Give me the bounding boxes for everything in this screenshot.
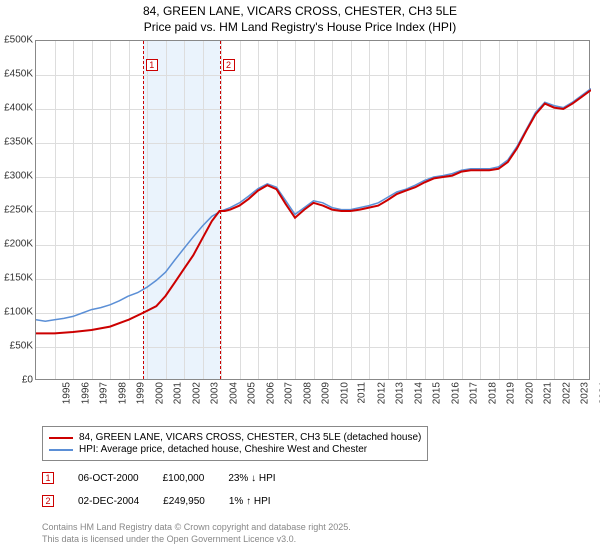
annotation-delta: 1% ↑ HPI bbox=[229, 496, 271, 507]
series-address bbox=[36, 90, 591, 333]
x-tick-label: 2006 bbox=[265, 382, 276, 404]
chart-title: 84, GREEN LANE, VICARS CROSS, CHESTER, C… bbox=[0, 0, 600, 35]
x-tick-label: 1997 bbox=[98, 382, 109, 404]
series-hpi bbox=[36, 89, 591, 322]
chart-container: 84, GREEN LANE, VICARS CROSS, CHESTER, C… bbox=[0, 0, 600, 560]
x-tick-label: 2011 bbox=[357, 382, 368, 404]
y-tick-label: £200K bbox=[0, 239, 33, 250]
x-tick-label: 2021 bbox=[542, 382, 553, 404]
annotation-row: 1 06-OCT-2000 £100,000 23% ↓ HPI bbox=[42, 472, 276, 484]
x-tick-label: 2001 bbox=[172, 382, 183, 404]
line-series bbox=[36, 41, 591, 381]
annotation-marker: 1 bbox=[42, 472, 54, 484]
x-tick-label: 2018 bbox=[487, 382, 498, 404]
y-tick-label: £500K bbox=[0, 35, 33, 46]
x-tick-label: 2020 bbox=[524, 382, 535, 404]
x-tick-label: 2004 bbox=[228, 382, 239, 404]
y-tick-label: £450K bbox=[0, 69, 33, 80]
legend-item: HPI: Average price, detached house, Ches… bbox=[49, 444, 421, 455]
annotation-row: 2 02-DEC-2004 £249,950 1% ↑ HPI bbox=[42, 495, 271, 507]
x-tick-label: 2014 bbox=[413, 382, 424, 404]
title-line1: 84, GREEN LANE, VICARS CROSS, CHESTER, C… bbox=[143, 4, 457, 18]
x-tick-label: 2016 bbox=[450, 382, 461, 404]
annotation-price: £100,000 bbox=[163, 473, 205, 484]
x-tick-label: 2010 bbox=[339, 382, 350, 404]
x-tick-label: 2003 bbox=[209, 382, 220, 404]
legend-swatch bbox=[49, 437, 73, 439]
x-tick-label: 2019 bbox=[505, 382, 516, 404]
y-tick-label: £50K bbox=[0, 341, 33, 352]
footer-line1: Contains HM Land Registry data © Crown c… bbox=[42, 522, 351, 532]
legend-label: 84, GREEN LANE, VICARS CROSS, CHESTER, C… bbox=[79, 432, 421, 443]
y-tick-label: £400K bbox=[0, 103, 33, 114]
plot-area: 12 bbox=[35, 40, 590, 380]
y-tick-label: £300K bbox=[0, 171, 33, 182]
annotation-delta: 23% ↓ HPI bbox=[228, 473, 275, 484]
x-tick-label: 1996 bbox=[80, 382, 91, 404]
x-tick-label: 2002 bbox=[191, 382, 202, 404]
annotation-date: 06-OCT-2000 bbox=[78, 473, 139, 484]
x-tick-label: 2008 bbox=[302, 382, 313, 404]
title-line2: Price paid vs. HM Land Registry's House … bbox=[144, 20, 456, 34]
x-tick-label: 2000 bbox=[154, 382, 165, 404]
x-tick-label: 2005 bbox=[246, 382, 257, 404]
legend-swatch bbox=[49, 449, 73, 451]
x-tick-label: 2017 bbox=[468, 382, 479, 404]
x-tick-label: 2023 bbox=[579, 382, 590, 404]
y-tick-label: £0 bbox=[0, 375, 33, 386]
annotation-date: 02-DEC-2004 bbox=[78, 496, 139, 507]
x-tick-label: 2012 bbox=[376, 382, 387, 404]
y-tick-label: £250K bbox=[0, 205, 33, 216]
y-tick-label: £350K bbox=[0, 137, 33, 148]
x-tick-label: 2013 bbox=[394, 382, 405, 404]
x-tick-label: 2022 bbox=[561, 382, 572, 404]
x-tick-label: 2015 bbox=[431, 382, 442, 404]
legend-item: 84, GREEN LANE, VICARS CROSS, CHESTER, C… bbox=[49, 432, 421, 443]
legend: 84, GREEN LANE, VICARS CROSS, CHESTER, C… bbox=[42, 426, 428, 461]
y-tick-label: £100K bbox=[0, 307, 33, 318]
legend-label: HPI: Average price, detached house, Ches… bbox=[79, 444, 367, 455]
x-tick-label: 1998 bbox=[117, 382, 128, 404]
x-tick-label: 2009 bbox=[320, 382, 331, 404]
x-tick-label: 2007 bbox=[283, 382, 294, 404]
footer-line2: This data is licensed under the Open Gov… bbox=[42, 534, 296, 544]
x-tick-label: 1999 bbox=[135, 382, 146, 404]
y-tick-label: £150K bbox=[0, 273, 33, 284]
x-tick-label: 1995 bbox=[61, 382, 72, 404]
annotation-marker: 2 bbox=[42, 495, 54, 507]
footer-note: Contains HM Land Registry data © Crown c… bbox=[42, 522, 351, 545]
annotation-price: £249,950 bbox=[163, 496, 205, 507]
